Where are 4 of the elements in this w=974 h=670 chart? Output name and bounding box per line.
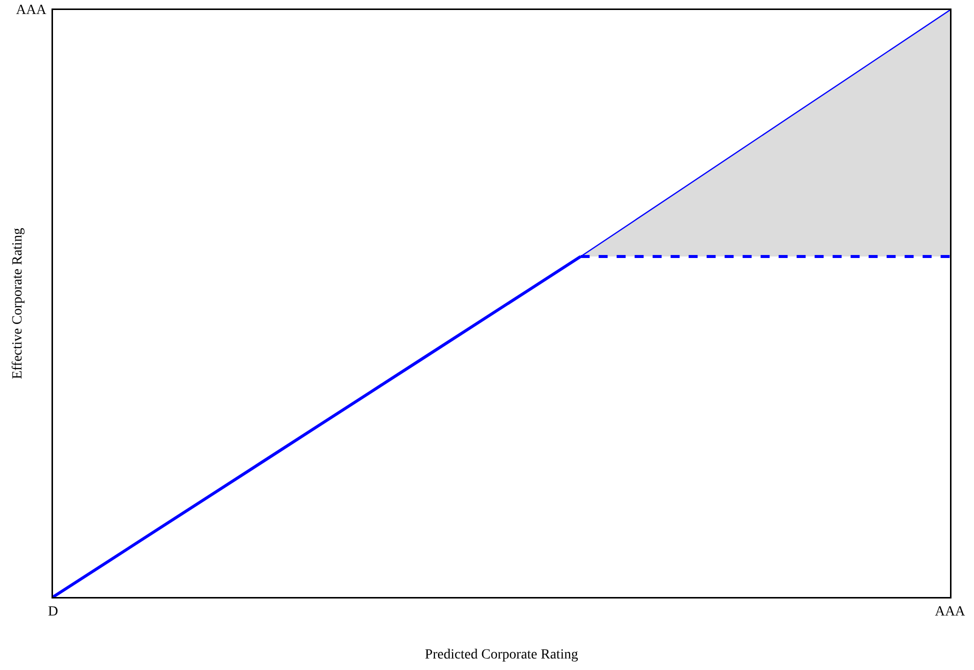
text: AAA xyxy=(16,3,48,18)
x-tick-label: D xyxy=(48,604,58,620)
x-axis-title: Predicted Corporate Rating xyxy=(424,647,578,662)
y-axis-title: Effective Corporate Rating xyxy=(10,228,26,380)
